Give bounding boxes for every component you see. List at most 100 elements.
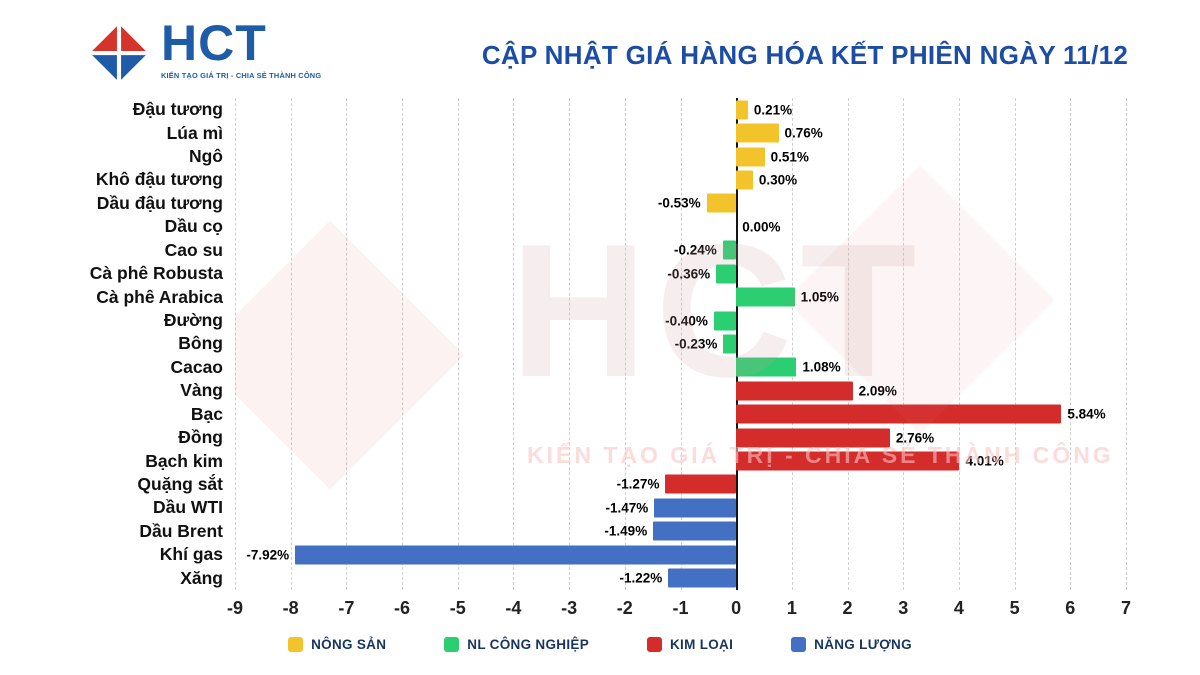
bar-kim-loai[interactable] xyxy=(736,404,1062,424)
legend-swatch xyxy=(791,637,807,652)
gridline xyxy=(958,98,960,590)
gridline xyxy=(290,98,292,590)
legend-item-nang-luong: NĂNG LƯỢNG xyxy=(791,637,912,652)
bar-nang-luong[interactable] xyxy=(668,568,737,588)
gridline xyxy=(235,98,236,590)
bar-value-label: 2.09% xyxy=(858,383,897,399)
bar-nang-luong[interactable] xyxy=(653,521,737,541)
legend-item-kim-loai: KIM LOẠI xyxy=(647,637,733,652)
legend-item-nl-cong-nghiep: NL CÔNG NGHIỆP xyxy=(444,637,589,652)
bar-nong-san[interactable] xyxy=(736,123,779,143)
gridline xyxy=(513,98,515,590)
bar-row: 1.08% xyxy=(235,356,1126,379)
bar-row: 2.09% xyxy=(235,379,1126,402)
gridline xyxy=(624,98,626,590)
bar-value-label: 5.84% xyxy=(1067,406,1106,422)
bar-row: -1.47% xyxy=(235,496,1126,519)
bar-kim-loai[interactable] xyxy=(736,381,853,401)
category-label: Cà phê Arabica xyxy=(96,286,223,307)
logo-tagline: KIẾN TẠO GIÁ TRỊ - CHIA SẺ THÀNH CÔNG xyxy=(161,70,322,80)
gridline xyxy=(457,98,459,590)
bar-value-label: -0.36% xyxy=(667,266,711,282)
x-tick-label: 3 xyxy=(898,598,909,618)
category-label: Vàng xyxy=(180,380,223,401)
hct-logo: HCT KIẾN TẠO GIÁ TRỊ - CHIA SẺ THÀNH CÔN… xyxy=(86,15,322,86)
hct-logo-icon xyxy=(92,26,146,80)
legend-label: KIM LOẠI xyxy=(670,637,734,652)
gridline xyxy=(1126,98,1127,590)
x-tick-label: -5 xyxy=(449,598,466,618)
bar-nl-cong-nghiep[interactable] xyxy=(736,357,797,377)
bar-nl-cong-nghiep[interactable] xyxy=(722,240,737,260)
legend-label: NÔNG SẢN xyxy=(311,637,387,652)
bar-value-label: 0.51% xyxy=(770,149,809,165)
bar-row: 5.84% xyxy=(235,402,1126,425)
bar-value-label: 4.01% xyxy=(965,453,1004,469)
bar-value-label: -0.24% xyxy=(674,242,717,258)
bar-nl-cong-nghiep[interactable] xyxy=(713,311,737,330)
bar-nong-san[interactable] xyxy=(736,147,765,167)
gridline xyxy=(1070,98,1072,590)
bar-row: -0.53% xyxy=(235,192,1126,215)
x-tick-label: -1 xyxy=(672,598,689,618)
bar-row: -0.24% xyxy=(235,239,1126,262)
bar-value-label: -1.22% xyxy=(619,570,663,586)
category-label: Dầu WTI xyxy=(153,497,223,518)
bar-nong-san[interactable] xyxy=(736,170,753,190)
category-label: Đậu tương xyxy=(132,99,223,120)
category-label: Xăng xyxy=(180,567,223,588)
bar-value-label: -7.92% xyxy=(246,547,290,563)
bar-kim-loai[interactable] xyxy=(665,474,737,494)
plot-area: 0.21% 0.76% 0.51% 0.30% -0.53% 0.00% -0.24% -0.… xyxy=(227,98,1131,618)
category-label: Khô đậu tương xyxy=(95,169,223,190)
x-tick-label: 2 xyxy=(842,598,853,618)
bar-value-label: 1.05% xyxy=(800,289,839,305)
category-label: Ngô xyxy=(188,146,223,167)
x-tick-label: -9 xyxy=(226,598,244,618)
bar-row: -7.92% xyxy=(235,543,1126,566)
bar-row: 0.30% xyxy=(235,168,1126,191)
category-label: Đồng xyxy=(178,427,223,448)
bar-row: 1.05% xyxy=(235,285,1126,308)
x-tick-label: -4 xyxy=(505,598,522,618)
gridline xyxy=(791,98,793,590)
x-tick-label: -7 xyxy=(338,598,355,618)
bar-nang-luong[interactable] xyxy=(295,545,737,565)
bar-nl-cong-nghiep[interactable] xyxy=(736,287,795,307)
bar-value-label: -1.49% xyxy=(604,523,648,539)
bar-value-label: -0.23% xyxy=(674,336,718,352)
bar-nl-cong-nghiep[interactable] xyxy=(723,334,737,354)
category-label: Bông xyxy=(178,333,223,354)
bar-row: -0.40% xyxy=(235,309,1126,332)
gridline xyxy=(346,98,348,590)
bar-row: 0.76% xyxy=(235,121,1126,144)
bar-nong-san[interactable] xyxy=(736,100,748,120)
legend-item-nong-san: NÔNG SẢN xyxy=(288,637,386,652)
category-labels: Đậu tương Lúa mì Ngô Khô đậu tương Dầu đậu t… xyxy=(58,98,235,590)
logo-text: HCT xyxy=(161,15,267,71)
bar-row: -0.23% xyxy=(235,332,1126,355)
x-tick-label: 4 xyxy=(953,598,964,618)
logo-text-block: HCT KIẾN TẠO GIÁ TRỊ - CHIA SẺ THÀNH CÔN… xyxy=(161,15,322,80)
gridline xyxy=(402,98,404,590)
bar-row: -1.22% xyxy=(235,566,1126,589)
bar-row: -0.36% xyxy=(235,262,1126,285)
bar-value-label: 0.76% xyxy=(784,125,823,141)
bar-value-label: 0.00% xyxy=(742,219,781,235)
gridline xyxy=(1014,98,1016,590)
category-label: Quặng sắt xyxy=(137,473,223,494)
bar-value-label: -0.53% xyxy=(657,195,701,211)
x-tick-label: 6 xyxy=(1065,598,1076,618)
bar-value-label: 1.08% xyxy=(802,359,841,375)
bar-row: 4.01% xyxy=(235,449,1126,472)
bar-nang-luong[interactable] xyxy=(654,498,737,518)
legend: NÔNG SẢN NL CÔNG NGHIỆP KIM LOẠI NĂNG LƯỢNG xyxy=(0,637,1200,652)
bar-row: -1.27% xyxy=(235,473,1126,496)
bar-nong-san[interactable] xyxy=(706,193,737,213)
bar-kim-loai[interactable] xyxy=(736,428,890,448)
bar-kim-loai[interactable] xyxy=(736,451,960,471)
legend-swatch xyxy=(444,637,460,652)
bar-nl-cong-nghiep[interactable] xyxy=(716,264,737,284)
x-axis: -9 -8 -7 -6 -5 -4 -3 -2 -1 0 1 2 3 4 5 6 7 xyxy=(227,590,1131,626)
